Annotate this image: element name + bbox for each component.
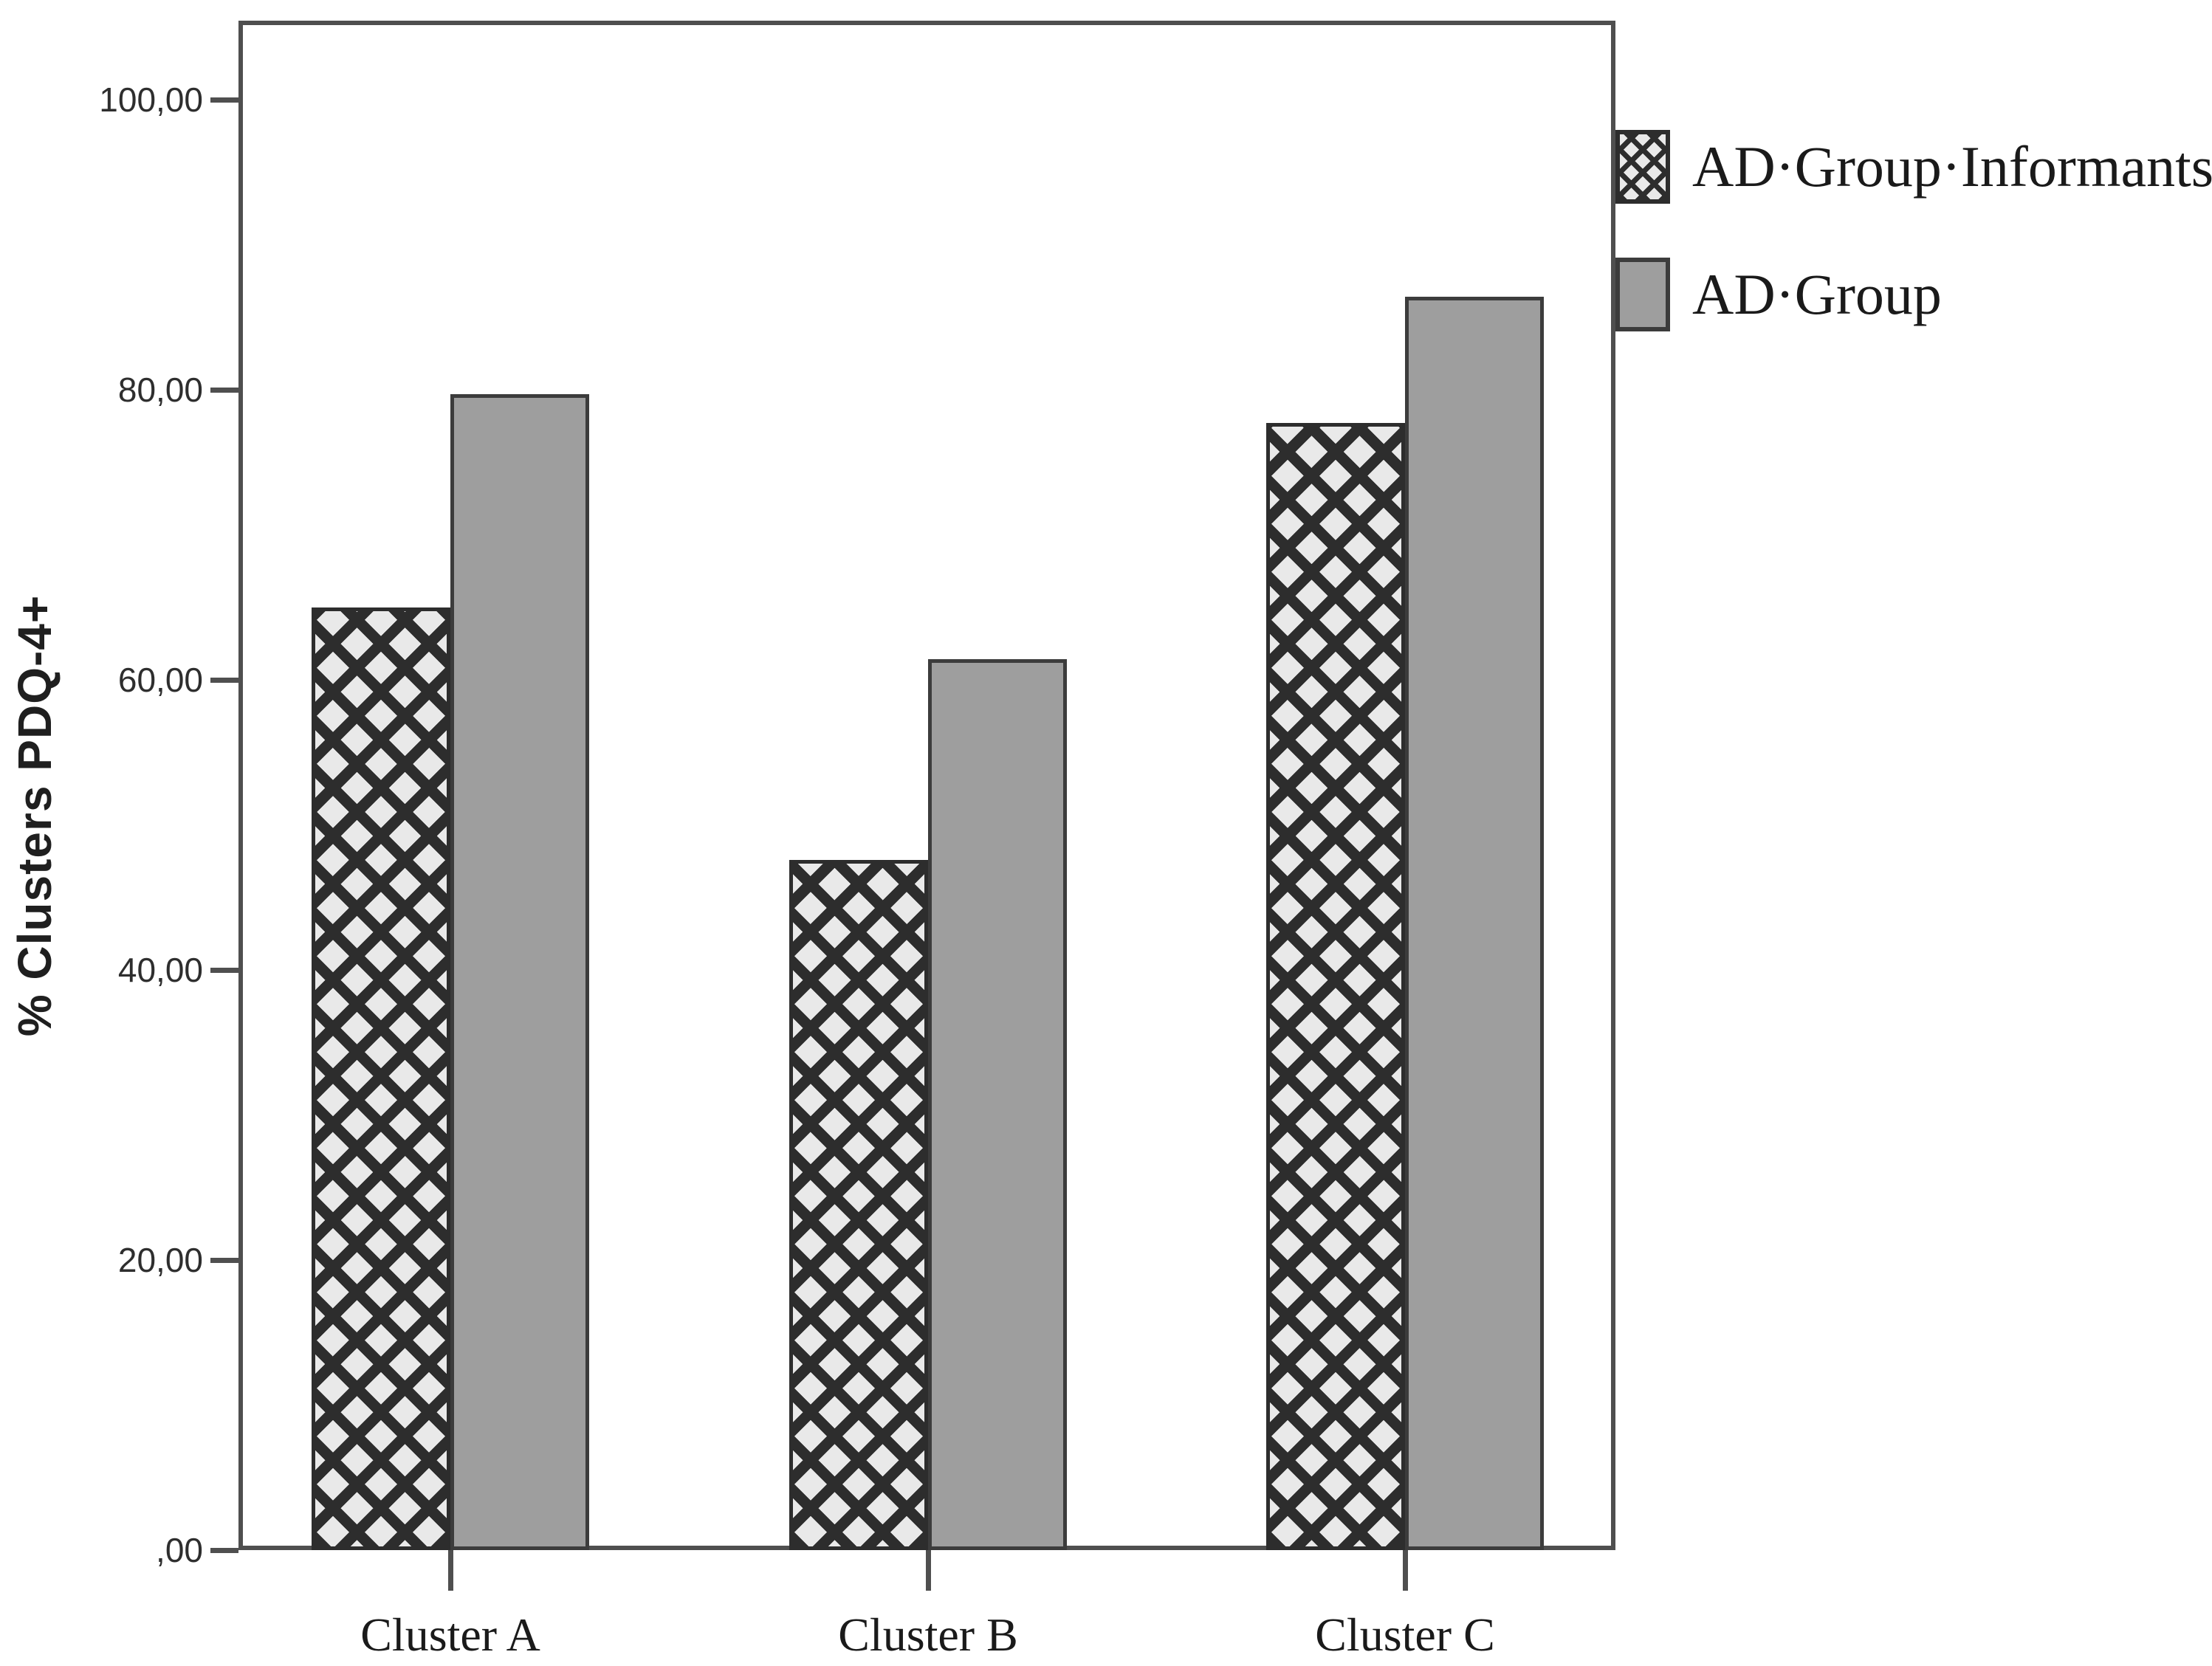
bar-cluster-c-ad-group-informants (1266, 423, 1405, 1550)
y-tick-label-0: ,00 (156, 1531, 203, 1569)
x-tick-mark-cluster-c (1403, 1550, 1408, 1591)
y-tick-mark-20 (210, 1258, 238, 1263)
bar-cluster-b-ad-group (928, 659, 1067, 1550)
y-tick-label-40: 40,00 (117, 951, 203, 989)
legend-swatch-ad-group (1615, 258, 1670, 331)
bar-cluster-c-ad-group (1405, 297, 1544, 1550)
bar-cluster-b-ad-group-informants (789, 860, 928, 1550)
y-tick-label-20: 20,00 (117, 1241, 203, 1279)
x-tick-mark-cluster-b (926, 1550, 931, 1591)
bar-cluster-a-ad-group-informants (312, 607, 450, 1550)
y-tick-mark-100 (210, 97, 238, 103)
bar-cluster-a-ad-group (450, 394, 589, 1550)
y-tick-mark-40 (210, 968, 238, 973)
y-tick-mark-80 (210, 388, 238, 393)
legend-label-ad-group-informants: AD·Group·Informants (1692, 134, 2212, 199)
y-tick-mark-0 (210, 1548, 238, 1553)
y-axis-title: % Clusters PDQ-4+ (8, 594, 61, 1037)
y-tick-label-80: 80,00 (117, 371, 203, 409)
legend-swatch-ad-group-informants (1615, 130, 1670, 204)
x-tick-label-cluster-a: Cluster A (360, 1608, 540, 1661)
x-tick-mark-cluster-a (448, 1550, 453, 1591)
x-tick-label-cluster-c: Cluster C (1315, 1608, 1495, 1661)
y-tick-label-100: 100,00 (99, 80, 203, 119)
y-tick-label-60: 60,00 (117, 661, 203, 699)
legend-label-ad-group: AD·Group (1692, 262, 1942, 326)
y-tick-mark-60 (210, 678, 238, 683)
x-tick-label-cluster-b: Cluster B (838, 1608, 1018, 1661)
